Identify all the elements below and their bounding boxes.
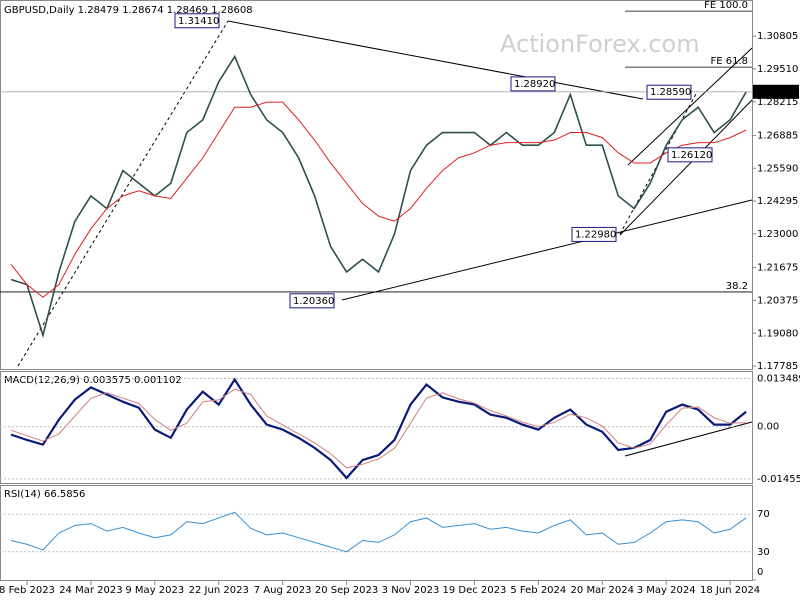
annotation-box: [571, 226, 617, 242]
x-tick-label: 9 May 2023: [125, 585, 184, 596]
rsi-panel: [0, 485, 753, 581]
annotation-box: [289, 293, 335, 309]
y-tick-label: 1.24295: [757, 196, 798, 207]
fib-label: 38.2: [726, 281, 748, 292]
y-tick-label: 0: [757, 567, 763, 578]
fib-label: FE 61.8: [710, 56, 748, 67]
y-tick-label: 1.21675: [757, 262, 798, 273]
trendline: [17, 20, 229, 367]
x-tick-label: 8 Feb 2023: [0, 585, 55, 596]
trendline: [624, 421, 753, 457]
y-tick-label: 30: [757, 547, 770, 558]
annotation-label: 1.31410: [178, 16, 219, 27]
y-tick-label: 1.19080: [757, 328, 798, 339]
y-tick-label: 1.23000: [757, 229, 798, 240]
last-price-box: [753, 84, 799, 99]
rsi-title: RSI(14) 66.5856: [4, 489, 85, 500]
y-tick-label: 1.20375: [757, 295, 798, 306]
x-tick-label: 24 Mar 2023: [59, 585, 122, 596]
x-tick-label: 20 Mar 2024: [571, 585, 634, 596]
annotation-label: 1.26120: [671, 150, 712, 161]
annotation-box: [646, 84, 692, 100]
y-tick-label: 1.25590: [757, 163, 798, 174]
fib-label: FE 100.0: [704, 0, 748, 11]
macd-panel: [0, 371, 753, 484]
macd-title: MACD(12,26,9) 0.003575 0.001102: [4, 375, 182, 386]
x-tick-label: 18 Jun 2024: [700, 585, 760, 596]
line: [10, 388, 747, 469]
annotation-label: 1.28590: [650, 87, 691, 98]
x-tick-label: 3 Nov 2023: [382, 585, 440, 596]
annotation-label: 1.28920: [514, 79, 555, 90]
watermark: ActionForex.com: [500, 30, 700, 58]
x-tick-label: 7 Aug 2023: [254, 585, 312, 596]
y-tick-label: 0.013489: [757, 373, 800, 384]
x-tick-label: 3 May 2024: [637, 585, 696, 596]
x-tick-label: 19 Dec 2023: [442, 585, 506, 596]
line: [10, 101, 747, 298]
y-tick-label: 1.29510: [757, 64, 798, 75]
annotation-label: 1.20360: [293, 296, 334, 307]
line: [10, 54, 747, 339]
y-tick-label: 70: [757, 509, 770, 520]
annotation-box: [510, 76, 556, 92]
y-tick-label: 1.28215: [757, 97, 798, 108]
y-tick-label: 0.00: [757, 422, 779, 433]
annotation-box: [174, 13, 220, 29]
y-tick-label: 1.30805: [757, 31, 798, 42]
x-tick-label: 5 Feb 2024: [510, 585, 566, 596]
x-tick-label: 22 Jun 2023: [189, 585, 249, 596]
last-price-label: 1.28608: [757, 87, 798, 98]
line: [10, 377, 747, 480]
annotation-box: [667, 147, 713, 163]
trendline: [619, 99, 753, 236]
price-panel: [0, 0, 753, 370]
y-tick-label: 1.26885: [757, 130, 798, 141]
trendline: [341, 199, 753, 301]
line: [10, 511, 747, 553]
trendline: [227, 20, 644, 100]
chart-title: GBPUSD,Daily 1.28479 1.28674 1.28469 1.2…: [4, 5, 253, 16]
x-tick-label: 20 Sep 2023: [315, 585, 378, 596]
y-tick-label: -0.014554: [757, 474, 800, 485]
y-tick-label: 1.17785: [757, 361, 798, 372]
annotation-label: 1.22980: [575, 229, 616, 240]
